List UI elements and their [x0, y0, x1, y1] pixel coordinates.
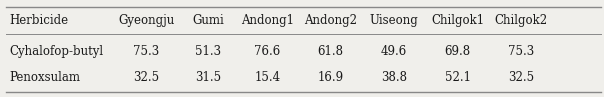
Text: Chilgok1: Chilgok1: [431, 14, 484, 27]
Text: 31.5: 31.5: [195, 71, 222, 84]
Text: Uiseong: Uiseong: [370, 14, 419, 27]
Text: Chilgok2: Chilgok2: [495, 14, 547, 27]
Text: 51.3: 51.3: [195, 45, 222, 58]
Text: 32.5: 32.5: [133, 71, 159, 84]
Text: Andong1: Andong1: [241, 14, 294, 27]
Text: 32.5: 32.5: [508, 71, 534, 84]
Text: 15.4: 15.4: [254, 71, 280, 84]
Text: 49.6: 49.6: [381, 45, 407, 58]
Text: 76.6: 76.6: [254, 45, 280, 58]
Text: Gumi: Gumi: [193, 14, 224, 27]
Text: 75.3: 75.3: [133, 45, 159, 58]
Text: 38.8: 38.8: [381, 71, 407, 84]
Text: Andong2: Andong2: [304, 14, 357, 27]
Text: Herbicide: Herbicide: [9, 14, 68, 27]
Text: 16.9: 16.9: [318, 71, 344, 84]
Text: 75.3: 75.3: [508, 45, 534, 58]
Text: 69.8: 69.8: [445, 45, 471, 58]
Text: 61.8: 61.8: [318, 45, 344, 58]
Text: Cyhalofop-butyl: Cyhalofop-butyl: [9, 45, 103, 58]
Text: Gyeongju: Gyeongju: [118, 14, 175, 27]
Text: 52.1: 52.1: [445, 71, 471, 84]
Text: Penoxsulam: Penoxsulam: [9, 71, 80, 84]
